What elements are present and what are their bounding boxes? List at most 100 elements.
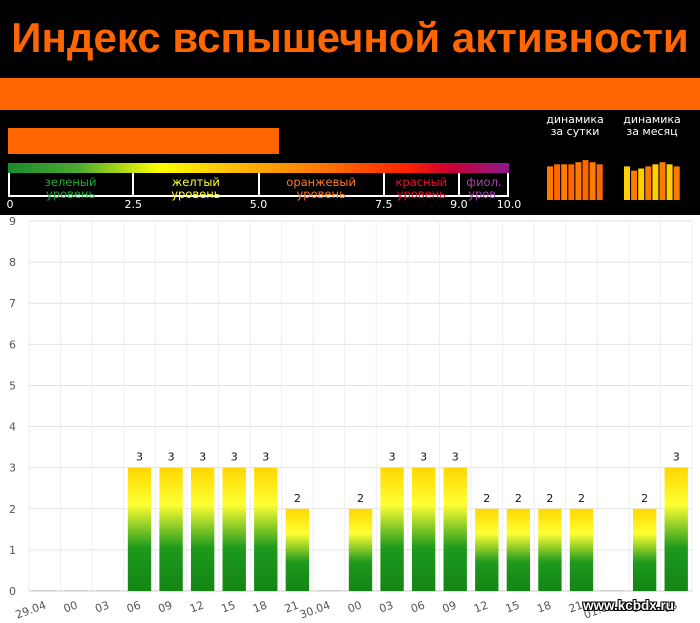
bar: [569, 508, 594, 591]
bar: [664, 467, 688, 591]
scale-divider: [382, 173, 385, 197]
dynamics-mini-bar: [589, 162, 596, 200]
bar-value-label: 2: [294, 492, 301, 505]
bar: [127, 467, 152, 591]
y-tick-label: 6: [9, 338, 16, 351]
y-tick-label: 4: [9, 421, 16, 434]
dynamics-month-icon[interactable]: [624, 158, 682, 200]
scale-tick-label: 2.5: [124, 198, 143, 211]
scale-divider: [457, 173, 460, 197]
dynamics-mini-bar: [582, 160, 589, 200]
x-tick-label: 15: [504, 599, 522, 616]
bar-value-label: 2: [483, 492, 490, 505]
dynamics-mini-bar: [645, 166, 652, 200]
chart-data-labels: 3 3 3 3 3 2 2 3 3 3 2 2 2 2 2 3: [136, 451, 680, 505]
bar-value-label: 2: [357, 492, 364, 505]
dynamics-mini-bar: [624, 166, 630, 200]
scale-level-label: оранжевый уровень: [286, 175, 356, 201]
bar-value-label: 3: [673, 451, 680, 464]
x-tick-label: 30.04: [298, 599, 332, 622]
x-tick-label: 09: [156, 599, 174, 616]
bar: [64, 590, 89, 591]
dynamics-mini-bar: [673, 166, 680, 200]
dynamics-mini-bar: [561, 164, 568, 200]
x-tick-label: 09: [441, 599, 459, 616]
bar-value-label: 2: [515, 492, 522, 505]
page-title: Индекс вспышечной активности: [11, 14, 689, 61]
dynamics-mini-bar: [631, 170, 638, 200]
x-tick-label: 03: [377, 599, 395, 616]
dynamics-mini-bar: [659, 162, 666, 200]
bar: [190, 467, 215, 591]
x-tick-label: 03: [93, 599, 111, 616]
x-tick-label: 12: [188, 599, 206, 616]
bar: [159, 467, 183, 591]
bar-value-label: 3: [231, 451, 238, 464]
x-tick-label: 00: [62, 599, 80, 616]
current-index-bar: [8, 128, 279, 154]
dynamics-month-label[interactable]: динамика за месяц: [623, 113, 681, 138]
y-tick-label: 7: [9, 297, 16, 310]
dynamics-mini-bar: [638, 168, 645, 200]
dynamics-mini-bar: [666, 164, 673, 200]
bar-value-label: 2: [546, 492, 553, 505]
x-tick-label: 29.04: [14, 599, 48, 622]
dynamics-mini-bar: [554, 164, 561, 200]
x-tick-label: 21: [283, 599, 301, 616]
bar-value-label: 3: [262, 451, 269, 464]
dynamics-mini-bar: [575, 162, 582, 200]
scale-level-label: зеленый уровень: [44, 175, 97, 201]
bar-value-label: 3: [199, 451, 206, 464]
x-tick-label: 03: [630, 599, 648, 616]
bar: [475, 508, 499, 591]
bar-value-label: 3: [420, 451, 427, 464]
scale-tick-label: 10.0: [496, 198, 522, 211]
scale-divider: [132, 173, 135, 197]
bar: [285, 508, 310, 591]
dynamics-mini-bar: [568, 164, 575, 200]
scale-level-label: красный уровень: [395, 175, 448, 201]
bar: [632, 508, 657, 591]
scale-level-label: желтый уровень: [171, 175, 221, 201]
y-axis: 0 1 2 3 4 5 6 7 8 9: [9, 215, 16, 598]
x-tick-label: 06: [125, 599, 143, 616]
x-tick-label: 03: [662, 599, 680, 616]
bar: [96, 590, 120, 591]
x-tick-label: 12: [472, 599, 490, 616]
scale-tick-label: 5.0: [249, 198, 268, 211]
bar-value-label: 2: [641, 492, 648, 505]
x-tick-label: 18: [251, 599, 269, 616]
x-tick-label: 15: [220, 599, 238, 616]
dynamics-mini-bar: [547, 166, 553, 200]
bar-value-label: 3: [168, 451, 175, 464]
y-tick-label: 8: [9, 256, 16, 269]
dynamics-day-icon[interactable]: [547, 158, 605, 200]
bar: [254, 467, 278, 591]
x-tick-label: 00: [346, 599, 364, 616]
bar-value-label: 3: [136, 451, 143, 464]
x-tick-label: 21: [567, 599, 585, 616]
bar: [33, 590, 57, 591]
y-tick-label: 3: [9, 462, 16, 475]
bar: [601, 590, 625, 591]
scale-tick-label: 0: [6, 198, 14, 211]
bar: [506, 508, 531, 591]
y-tick-label: 5: [9, 379, 16, 392]
bar: [411, 467, 436, 591]
bar-value-label: 3: [452, 451, 459, 464]
y-tick-label: 2: [9, 503, 16, 516]
watermark: www.kcbdx.ru: [583, 598, 675, 613]
bar-value-label: 3: [389, 451, 396, 464]
x-tick-label: 18: [535, 599, 553, 616]
chart-bars: [33, 467, 688, 591]
dynamics-mini-bar: [652, 164, 659, 200]
bar: [443, 467, 467, 591]
bar: [538, 508, 562, 591]
bar: [348, 508, 373, 591]
header-band: [0, 78, 700, 110]
dynamics-mini-bar: [596, 164, 603, 200]
dynamics-day-label[interactable]: динамика за сутки: [546, 113, 604, 138]
y-tick-label: 9: [9, 215, 16, 228]
